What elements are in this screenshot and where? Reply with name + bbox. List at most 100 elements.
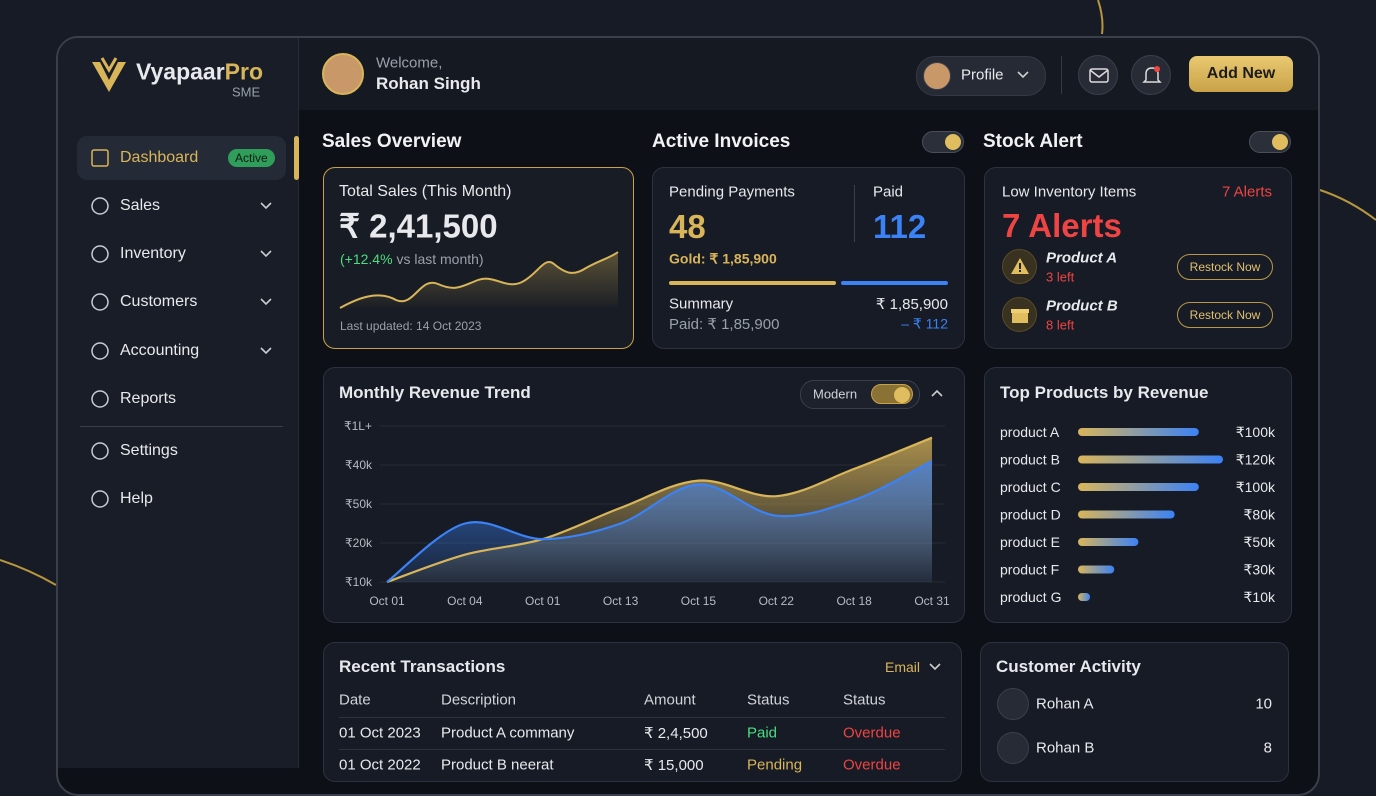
section-title: Active Invoices [652,131,791,152]
restock-button[interactable]: Restock Now [1177,254,1273,280]
warning-glyph [1011,258,1029,274]
nav-label: Dashboard [120,149,199,166]
nav-label: Accounting [120,342,200,359]
nav-icon-shape [91,442,109,460]
transactions-card [323,642,962,782]
nav-icon [91,442,109,460]
nav-icon-shape [91,197,109,215]
table-cell: Product B neerat [441,756,554,774]
nav-item[interactable]: Sales [77,184,286,228]
nav-icon-shape [91,490,109,508]
bell-icon [1142,66,1162,83]
brand-sub: SME [232,84,261,100]
nav-icon [91,390,109,408]
nav-item[interactable]: Accounting [77,329,286,373]
chevron [260,202,272,210]
chevron [929,663,941,671]
product-qty: 3 left [1046,269,1075,285]
nav-icon [91,342,109,360]
mail-button[interactable] [1078,55,1118,95]
table-cell: Paid [747,724,778,742]
nav-label: Inventory [120,245,186,262]
nav-label: Reports [120,390,177,407]
stock-label: Low Inventory Items [1002,183,1137,201]
brand-logo [92,57,126,92]
summary-paid: Paid: ₹ 1,85,900 [669,316,780,333]
filter-dropdown[interactable]: Email [885,657,945,677]
nav-icon-shape [91,293,109,311]
notifications-button[interactable] [1131,55,1171,95]
background-decor [0,0,1376,586]
chevron [260,250,272,258]
product-qty: 8 left [1046,317,1075,333]
nav-label: Sales [120,197,161,214]
paid-label: Paid [873,183,904,201]
greeting: Welcome, [376,54,443,72]
nav-item[interactable]: Reports [77,377,286,421]
section-title: Sales Overview [322,131,462,152]
nav-icon-shape [91,149,109,167]
column-header: Description [441,691,517,709]
chevron-path [260,347,272,355]
brand-name-accent: Pro [224,58,263,85]
nav-icon-shape [91,342,109,360]
change-value: (+12.4% [340,251,393,267]
product-name: Product A [1046,249,1118,267]
nav-icon [91,293,109,311]
table-cell: Pending [747,756,803,774]
section-title: Recent Transactions [339,657,506,676]
customer-count: 8 [1263,739,1272,757]
customer-card [980,642,1289,782]
invoices-toggle[interactable] [922,131,964,153]
progress-blue [841,281,948,285]
mode-switch[interactable]: Modern [800,380,920,409]
pending-count: 48 [669,208,706,245]
nav-label: Customers [120,293,198,310]
brand-name: VyapaarPro [136,59,263,86]
sales-card [323,167,634,349]
nav-item[interactable]: Help [77,477,286,521]
profile-label: Profile [961,66,1004,84]
active-indicator [294,136,299,180]
nav-item[interactable]: Inventory [77,232,286,276]
nav-icon [91,197,109,215]
summary-amount: ₹ 1,85,900 [875,296,948,313]
table-cell: ₹ 15,000 [644,757,704,774]
nav-label: Help [120,490,153,507]
gold-amount: Gold: ₹ 1,85,900 [669,250,777,267]
alert-count-small: 7 Alerts [1221,183,1272,201]
nav-item[interactable]: Dashboard Active [77,136,286,180]
invoices-card [652,167,965,349]
product-name: Product B [1046,297,1118,315]
table-cell: 01 Oct 2022 [339,756,421,774]
column-header: Amount [644,691,696,709]
gift-icon [1002,297,1037,332]
nav-item[interactable]: Settings [77,429,286,473]
section-title: Customer Activity [996,657,1141,676]
column-header: Status [843,691,886,709]
restock-button[interactable]: Restock Now [1177,302,1273,328]
customer-avatar [997,688,1029,720]
profile-button[interactable]: Profile [916,56,1046,96]
row-divider [339,717,945,718]
nav-badge: Active [228,149,275,167]
nav-item[interactable]: Customers [77,280,286,324]
sales-sparkline [339,251,619,310]
collapse-chevron[interactable] [930,388,944,398]
customer-name: Rohan B [1036,739,1095,757]
stock-toggle[interactable] [1249,131,1291,153]
table-cell: 01 Oct 2023 [339,724,421,742]
add-new-button[interactable]: Add New [1189,56,1293,92]
table-cell: Overdue [843,756,901,774]
filter-label: Email [885,659,921,675]
nav-icon-shape [91,390,109,408]
nav-icon-shape [91,245,109,263]
column-header: Date [339,691,371,709]
summary-label: Summary [669,295,734,313]
chevron [260,298,272,306]
last-updated: Last updated: 14 Oct 2023 [340,319,482,333]
row-divider [339,749,945,750]
card-label: Total Sales (This Month) [339,183,512,200]
paid-count: 112 [873,208,927,245]
